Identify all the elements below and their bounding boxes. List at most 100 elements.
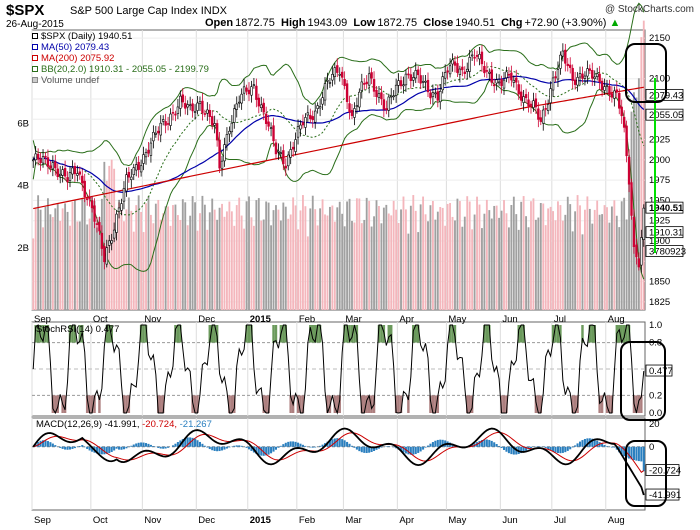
volume-bar bbox=[206, 230, 208, 310]
volume-bar bbox=[334, 222, 336, 310]
volume-bar bbox=[91, 197, 93, 310]
price-candle bbox=[94, 206, 96, 222]
price-candle bbox=[251, 87, 253, 96]
macd-histogram-bar bbox=[160, 447, 162, 449]
macd-histogram-bar bbox=[113, 447, 115, 451]
price-candle bbox=[79, 172, 81, 174]
volume-bar bbox=[400, 209, 402, 310]
macd-histogram-bar bbox=[111, 447, 113, 452]
price-candle bbox=[52, 163, 54, 169]
volume-bar bbox=[434, 220, 436, 310]
price-candle bbox=[537, 109, 539, 120]
stoch-tick-label: 1.0 bbox=[649, 320, 662, 331]
price-candle bbox=[618, 93, 620, 108]
volume-bar bbox=[461, 227, 463, 310]
volume-bar bbox=[454, 220, 456, 310]
month-label: Nov bbox=[144, 515, 161, 526]
price-candle bbox=[518, 85, 520, 95]
price-candle bbox=[233, 109, 235, 123]
macd-histogram-bar bbox=[270, 447, 272, 454]
volume-bar bbox=[194, 202, 196, 310]
volume-bar bbox=[81, 198, 83, 310]
volume-tick-label: 2B bbox=[17, 243, 29, 254]
price-candle bbox=[197, 103, 199, 111]
price-candle bbox=[128, 172, 130, 177]
price-candle bbox=[214, 123, 216, 125]
price-candle bbox=[231, 123, 233, 132]
volume-bar bbox=[591, 224, 593, 310]
price-candle bbox=[488, 72, 490, 73]
ohlc-readout: Open 1872.75 High 1943.09 Low 1872.75 Close… bbox=[205, 17, 620, 29]
macd-histogram-bar bbox=[138, 443, 140, 447]
volume-bar bbox=[550, 207, 552, 310]
month-label: Feb bbox=[299, 314, 315, 325]
volume-bar bbox=[258, 198, 260, 310]
price-candle bbox=[449, 66, 451, 74]
volume-bar bbox=[130, 211, 132, 310]
price-candle bbox=[69, 173, 71, 181]
macd-histogram-bar bbox=[54, 445, 56, 447]
volume-bar bbox=[572, 231, 574, 310]
volume-bar bbox=[621, 201, 623, 310]
volume-bar bbox=[412, 195, 414, 310]
volume-bar bbox=[449, 203, 451, 310]
price-candle bbox=[425, 81, 427, 82]
macd-histogram-bar bbox=[174, 444, 176, 447]
price-candle bbox=[91, 200, 93, 207]
volume-bar bbox=[407, 234, 409, 310]
price-candle bbox=[523, 97, 525, 103]
month-label: 2015 bbox=[250, 515, 272, 526]
stoch-tick-label: 0.0 bbox=[649, 408, 662, 419]
price-candle bbox=[182, 95, 184, 102]
price-candle bbox=[444, 72, 446, 78]
volume-bar bbox=[383, 208, 385, 310]
macd-histogram-bar bbox=[194, 439, 196, 447]
macd-histogram-bar bbox=[228, 447, 230, 448]
volume-bar bbox=[366, 198, 368, 310]
price-candle bbox=[351, 110, 353, 115]
macd-histogram-bar bbox=[52, 444, 54, 447]
macd-histogram-bar bbox=[498, 446, 500, 447]
volume-bar bbox=[322, 199, 324, 310]
price-candle bbox=[108, 241, 110, 246]
macd-histogram-bar bbox=[429, 444, 431, 447]
macd-histogram-bar bbox=[425, 447, 427, 448]
volume-bar bbox=[452, 217, 454, 310]
stoch-overbought-fill bbox=[275, 325, 277, 343]
volume-bar bbox=[268, 203, 270, 310]
price-candle bbox=[420, 75, 422, 83]
price-candle bbox=[358, 92, 360, 107]
price-candle bbox=[160, 123, 162, 135]
price-candle bbox=[204, 113, 206, 114]
price-candle bbox=[167, 123, 169, 124]
macd-histogram-bar bbox=[358, 447, 360, 451]
volume-bar bbox=[616, 216, 618, 310]
volume-bar bbox=[135, 205, 137, 310]
price-candle bbox=[395, 85, 397, 95]
price-candle bbox=[341, 72, 343, 77]
price-candle bbox=[329, 82, 331, 83]
volume-bar bbox=[535, 220, 537, 310]
stoch-tick-label: 0.477 bbox=[649, 366, 673, 377]
price-candle bbox=[54, 162, 56, 168]
volume-bar bbox=[358, 199, 360, 310]
volume-bar bbox=[479, 205, 481, 310]
macd-histogram-bar bbox=[356, 447, 358, 450]
price-candle bbox=[515, 78, 517, 82]
price-candle bbox=[498, 82, 500, 83]
volume-bar bbox=[481, 228, 483, 310]
price-candle bbox=[376, 90, 378, 96]
price-candle bbox=[189, 105, 191, 106]
volume-bar bbox=[221, 204, 223, 310]
volume-bar bbox=[182, 199, 184, 310]
price-candle bbox=[567, 64, 569, 66]
price-candle bbox=[238, 102, 240, 103]
macd-histogram-bar bbox=[380, 447, 382, 448]
volume-bar bbox=[260, 221, 262, 310]
macd-histogram-bar bbox=[145, 443, 147, 447]
price-candle bbox=[49, 166, 51, 168]
volume-bar bbox=[45, 207, 47, 310]
macd-histogram-bar bbox=[361, 447, 363, 452]
price-candle bbox=[569, 65, 571, 68]
volume-bar bbox=[89, 219, 91, 310]
